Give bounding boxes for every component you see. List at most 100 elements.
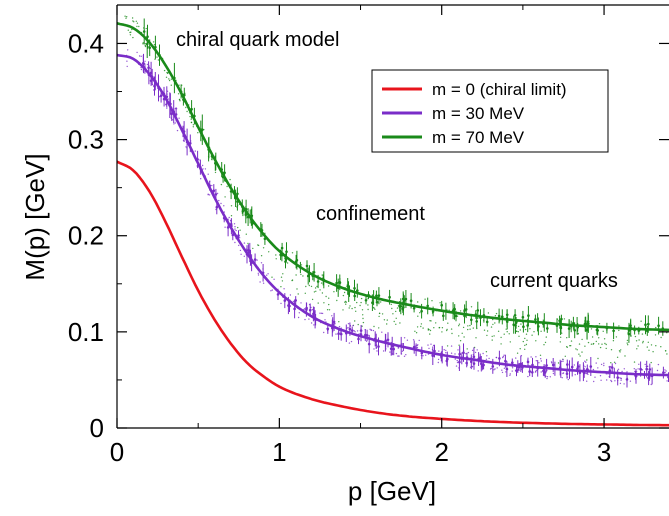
data-point [256, 259, 258, 261]
data-point [338, 325, 341, 328]
data-point [124, 15, 126, 17]
data-point [304, 292, 306, 294]
data-point [627, 344, 629, 346]
data-point [131, 28, 133, 31]
data-point [136, 22, 139, 24]
y-tick-label: 0.4 [68, 28, 104, 58]
data-point [615, 336, 618, 338]
data-point [405, 354, 407, 356]
data-point [142, 42, 144, 44]
data-point [598, 343, 600, 345]
data-point [432, 344, 435, 347]
data-point [397, 355, 399, 357]
axes-layer [116, 4, 669, 429]
data-point [517, 325, 520, 328]
data-point [220, 183, 223, 186]
data-point [475, 337, 477, 339]
data-point [594, 376, 596, 378]
data-point [625, 378, 629, 381]
data-point [353, 287, 356, 290]
data-point [317, 302, 319, 304]
data-point [326, 327, 330, 331]
data-point [446, 345, 449, 347]
data-point [302, 275, 304, 277]
data-point [494, 315, 497, 317]
data-point [534, 318, 537, 321]
data-point [467, 351, 470, 354]
data-point [538, 362, 540, 364]
data-point [517, 331, 519, 333]
data-point [177, 93, 180, 95]
data-point [642, 342, 644, 344]
data-point [584, 360, 586, 362]
data-point [605, 343, 607, 346]
data-point [593, 380, 595, 383]
data-point [190, 118, 192, 120]
data-point [283, 299, 287, 302]
data-point [430, 320, 432, 322]
data-point [375, 300, 379, 304]
data-point [495, 312, 498, 315]
data-point [634, 335, 637, 338]
data-point [335, 333, 337, 335]
data-point [391, 307, 393, 310]
data-point [587, 322, 590, 326]
data-point [356, 289, 359, 292]
data-point [526, 360, 530, 364]
data-point [539, 354, 542, 356]
y-tick-label: 0.2 [68, 221, 104, 251]
legend-label-chiral-limit: m = 0 (chiral limit) [432, 80, 567, 99]
data-point [189, 115, 191, 118]
data-point [350, 340, 353, 343]
data-point [171, 119, 174, 121]
data-point [406, 339, 409, 341]
data-point [283, 288, 285, 290]
data-point [467, 328, 469, 331]
data-point [536, 369, 538, 372]
data-point [513, 314, 517, 317]
series-line-chiral-limit [117, 160, 669, 427]
data-point [415, 332, 418, 334]
data-point [351, 307, 353, 310]
data-point [647, 341, 649, 343]
data-point [422, 355, 424, 357]
data-point [214, 171, 217, 174]
data-point [328, 309, 331, 311]
data-point [491, 339, 493, 341]
data-point [511, 361, 514, 365]
x-tick-label: 0 [110, 437, 124, 467]
data-point [273, 278, 275, 280]
data-point [347, 285, 350, 288]
data-point [595, 328, 599, 332]
data-point [372, 306, 375, 309]
data-point [359, 304, 361, 307]
legend: m = 0 (chiral limit) m = 30 MeV m = 70 M… [371, 69, 609, 153]
data-point [578, 343, 581, 345]
data-point [505, 313, 509, 317]
data-point [388, 295, 391, 299]
data-point [335, 281, 338, 285]
data-point [197, 132, 199, 134]
data-point [445, 359, 449, 363]
data-point [454, 358, 456, 360]
data-point [476, 349, 478, 351]
data-point [451, 332, 453, 335]
data-point [472, 355, 476, 359]
data-point [570, 365, 574, 369]
data-point [597, 357, 599, 360]
data-point [617, 368, 620, 370]
data-point [624, 355, 626, 357]
data-point [435, 322, 437, 324]
data-point [392, 347, 396, 351]
data-point [586, 368, 589, 371]
data-point [477, 370, 479, 372]
data-point [581, 351, 583, 353]
data-point [399, 305, 403, 308]
data-point [620, 379, 622, 381]
data-point [328, 303, 330, 306]
data-point [519, 348, 521, 350]
data-point [535, 370, 537, 372]
data-point [300, 264, 303, 266]
data-point [356, 301, 358, 304]
data-point [260, 262, 263, 264]
